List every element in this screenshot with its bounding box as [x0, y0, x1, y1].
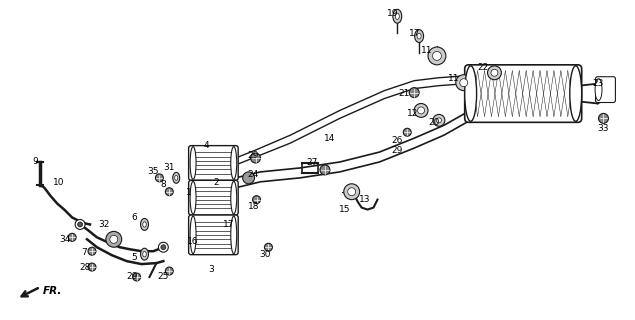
Circle shape: [75, 220, 85, 229]
Circle shape: [253, 196, 260, 204]
Text: 32: 32: [98, 220, 110, 229]
Text: 21: 21: [399, 89, 410, 98]
Ellipse shape: [465, 66, 477, 121]
Text: 2: 2: [213, 178, 218, 187]
Circle shape: [456, 75, 472, 91]
Text: 11: 11: [421, 46, 433, 55]
Text: 31: 31: [164, 164, 175, 172]
Text: 20: 20: [428, 118, 439, 127]
Ellipse shape: [173, 172, 180, 183]
Text: 6: 6: [131, 213, 137, 222]
Text: 26: 26: [392, 136, 403, 145]
Circle shape: [491, 69, 498, 76]
Text: 5: 5: [131, 253, 137, 262]
Text: 27: 27: [306, 158, 318, 167]
Text: 14: 14: [324, 134, 335, 143]
FancyBboxPatch shape: [189, 180, 238, 215]
Ellipse shape: [143, 222, 146, 227]
Circle shape: [320, 165, 330, 175]
Ellipse shape: [175, 175, 178, 180]
Text: 12: 12: [406, 109, 418, 118]
Circle shape: [344, 184, 359, 200]
Text: 29: 29: [392, 146, 403, 155]
Text: 9: 9: [32, 157, 38, 166]
Ellipse shape: [393, 9, 402, 23]
Text: 22: 22: [477, 63, 488, 72]
Ellipse shape: [595, 79, 602, 100]
FancyBboxPatch shape: [189, 146, 238, 180]
Circle shape: [403, 128, 411, 136]
Circle shape: [88, 263, 96, 271]
FancyBboxPatch shape: [189, 215, 238, 255]
Text: 8: 8: [161, 180, 166, 189]
Text: 4: 4: [203, 140, 209, 150]
Circle shape: [264, 243, 272, 251]
Circle shape: [165, 267, 173, 275]
Text: 17: 17: [223, 220, 234, 229]
Ellipse shape: [190, 216, 196, 254]
Circle shape: [77, 222, 83, 227]
Ellipse shape: [143, 252, 146, 257]
Circle shape: [165, 188, 173, 196]
Text: 16: 16: [187, 237, 199, 246]
Circle shape: [110, 235, 117, 243]
Circle shape: [133, 273, 140, 281]
Text: 34: 34: [60, 235, 71, 244]
Circle shape: [156, 174, 163, 182]
Text: 7: 7: [81, 248, 87, 257]
Ellipse shape: [190, 181, 196, 214]
Text: 35: 35: [148, 167, 159, 176]
Text: 33: 33: [598, 124, 609, 133]
Ellipse shape: [231, 147, 237, 179]
Ellipse shape: [231, 181, 237, 214]
Ellipse shape: [570, 66, 582, 121]
Circle shape: [88, 247, 96, 255]
Text: 15: 15: [339, 205, 351, 214]
Text: 29: 29: [247, 150, 258, 160]
Circle shape: [348, 188, 356, 196]
Ellipse shape: [140, 248, 149, 260]
Ellipse shape: [415, 30, 424, 43]
Circle shape: [243, 172, 255, 184]
FancyBboxPatch shape: [596, 77, 615, 102]
Circle shape: [432, 52, 441, 60]
Circle shape: [161, 245, 166, 250]
Text: 28: 28: [79, 263, 91, 272]
Ellipse shape: [396, 13, 399, 20]
Text: 3: 3: [208, 265, 214, 274]
Circle shape: [158, 242, 168, 252]
Text: 13: 13: [359, 195, 370, 204]
Ellipse shape: [190, 147, 196, 179]
Text: 29: 29: [126, 272, 137, 282]
Ellipse shape: [417, 33, 421, 39]
Circle shape: [68, 233, 76, 241]
Circle shape: [414, 103, 428, 117]
Text: 30: 30: [260, 250, 271, 259]
Circle shape: [251, 153, 260, 163]
Circle shape: [488, 66, 502, 80]
Circle shape: [599, 113, 608, 123]
Circle shape: [418, 107, 425, 114]
Text: 10: 10: [53, 178, 64, 187]
Circle shape: [409, 88, 419, 98]
Text: 25: 25: [157, 272, 169, 282]
Ellipse shape: [231, 216, 237, 254]
Circle shape: [428, 47, 446, 65]
Circle shape: [436, 118, 441, 123]
Text: 17: 17: [410, 28, 421, 38]
Text: 23: 23: [592, 79, 603, 88]
Text: 24: 24: [247, 170, 258, 180]
Circle shape: [460, 79, 468, 87]
Circle shape: [433, 114, 445, 126]
Text: 1: 1: [186, 188, 192, 197]
Circle shape: [106, 231, 122, 247]
Text: 11: 11: [448, 74, 460, 83]
FancyBboxPatch shape: [465, 65, 582, 122]
Text: FR.: FR.: [43, 286, 62, 296]
Text: 19: 19: [387, 9, 398, 18]
Ellipse shape: [140, 219, 149, 230]
Text: 18: 18: [248, 202, 259, 211]
